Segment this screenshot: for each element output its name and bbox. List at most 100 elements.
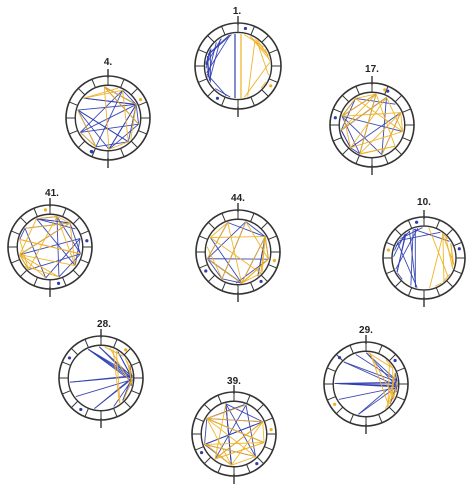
ring-tick xyxy=(80,230,89,235)
ring-tick xyxy=(446,280,454,288)
blue-chord xyxy=(225,403,263,423)
ring-accent-mark xyxy=(204,269,208,273)
ring-tick xyxy=(131,390,140,395)
blue-chord xyxy=(207,34,232,56)
ring-tick xyxy=(199,235,208,240)
orange-chord xyxy=(83,89,123,99)
ring-tick xyxy=(130,87,139,96)
blue-chord xyxy=(245,221,266,237)
blue-chord xyxy=(74,238,81,266)
ring-tick xyxy=(388,353,397,362)
blue-chord xyxy=(399,231,441,241)
ring-dial xyxy=(323,335,409,434)
orange-chord xyxy=(123,377,133,400)
ring-dial xyxy=(382,210,466,307)
ring-accent-mark xyxy=(199,450,204,455)
blue-chord xyxy=(410,229,414,286)
orange-chord xyxy=(56,216,71,224)
diagram-label: 41. xyxy=(45,188,59,199)
ring-tick xyxy=(396,367,405,372)
blue-chord xyxy=(58,253,81,278)
blue-chord xyxy=(350,147,361,155)
ring-tick xyxy=(70,400,79,409)
ring-tick xyxy=(19,216,28,225)
blue-chord xyxy=(205,49,211,64)
ring-tick xyxy=(84,339,89,348)
ring-diagram-41: 41. xyxy=(7,188,93,297)
ring-dial xyxy=(7,198,93,297)
ring-tick xyxy=(435,219,441,229)
blue-chord xyxy=(207,34,230,55)
orange-chord xyxy=(206,418,232,466)
blue-chord xyxy=(340,130,351,148)
ring-tick xyxy=(402,137,411,142)
orange-chord xyxy=(28,216,58,270)
ring-tick xyxy=(378,414,383,423)
ring-tick xyxy=(378,345,383,354)
blue-chord xyxy=(36,218,70,224)
orange-chord xyxy=(441,232,449,240)
blue-chord xyxy=(79,90,123,133)
orange-chord xyxy=(255,39,270,76)
orange-chord xyxy=(393,381,398,399)
orange-chord xyxy=(385,359,394,369)
ring-tick xyxy=(394,94,403,103)
ring-tick xyxy=(203,456,212,465)
orange-chord xyxy=(355,93,377,99)
ring-tick xyxy=(123,347,132,356)
ring-tick xyxy=(91,148,96,157)
orange-chord xyxy=(214,421,264,460)
blue-chord xyxy=(69,375,133,383)
ring-tick xyxy=(80,259,89,264)
orange-chord xyxy=(122,90,129,142)
ring-dial xyxy=(191,385,277,484)
orange-chord xyxy=(445,236,454,269)
orange-chord xyxy=(83,87,118,99)
ring-tick xyxy=(261,89,269,97)
orange-chord xyxy=(340,93,377,131)
orange-chord xyxy=(203,442,232,466)
ring-tick xyxy=(260,274,269,283)
ring-accent-mark xyxy=(269,84,273,88)
orange-chord xyxy=(359,112,402,155)
orange-chord xyxy=(341,98,356,117)
orange-chord xyxy=(130,104,137,140)
ring-accent-mark xyxy=(415,220,419,224)
ring-tick xyxy=(195,446,204,451)
orange-chord xyxy=(19,254,76,267)
ring-tick xyxy=(388,406,397,415)
blue-chord xyxy=(215,88,231,98)
blue-chord xyxy=(204,418,208,445)
ring-tick xyxy=(246,464,251,473)
orange-chord xyxy=(435,282,442,287)
orange-chord xyxy=(207,222,229,259)
ring-tick xyxy=(33,208,38,217)
ring-tick xyxy=(355,86,360,95)
blue-chord xyxy=(397,242,418,288)
blue-chord xyxy=(95,90,123,148)
blue-chord xyxy=(343,361,398,387)
ring-accent-mark xyxy=(386,248,390,252)
ring-tick xyxy=(221,96,226,106)
orange-chord xyxy=(104,86,137,105)
orange-chord xyxy=(241,272,262,284)
ring-tick xyxy=(91,79,96,88)
blue-chord xyxy=(19,228,26,240)
orange-chord xyxy=(341,93,377,117)
orange-chord xyxy=(77,109,97,148)
blue-chord xyxy=(56,216,81,255)
ring-tick xyxy=(250,26,255,36)
orange-chord xyxy=(429,234,444,289)
diagram-label: 39. xyxy=(227,376,241,387)
orange-chord xyxy=(206,418,265,443)
orange-chord xyxy=(263,83,265,86)
orange-chord xyxy=(36,216,58,220)
diagram-label: 29. xyxy=(359,325,373,336)
ring-tick xyxy=(70,347,79,356)
ring-tick xyxy=(113,339,118,348)
ring-accent-mark xyxy=(269,427,273,432)
ring-tick xyxy=(84,408,89,417)
ring-tick xyxy=(62,208,67,217)
diagram-label: 44. xyxy=(231,193,245,204)
